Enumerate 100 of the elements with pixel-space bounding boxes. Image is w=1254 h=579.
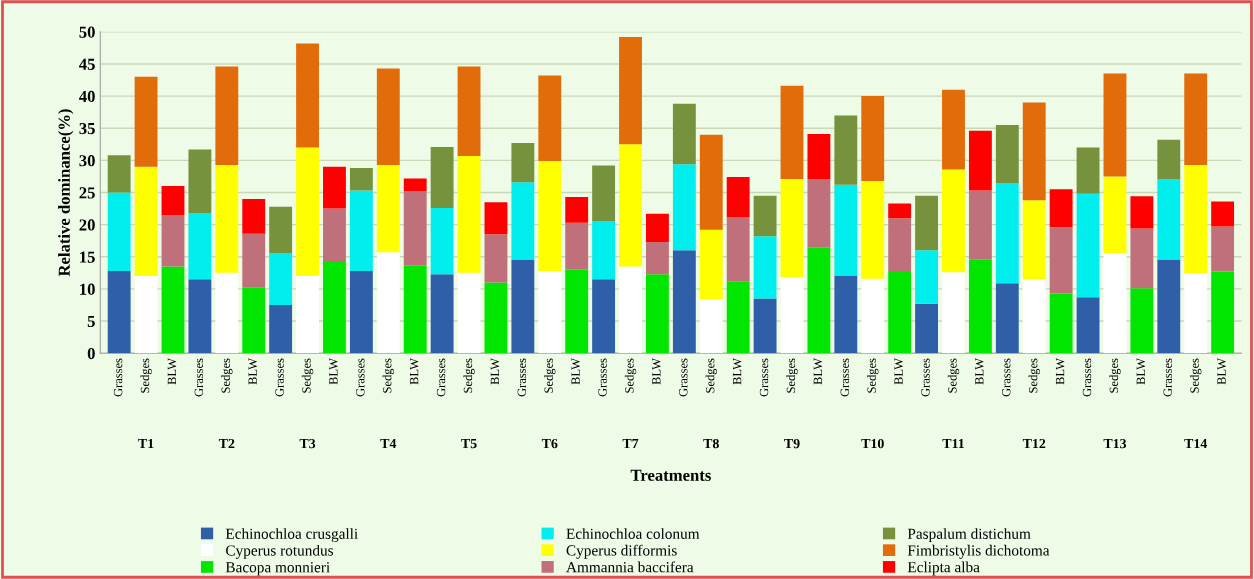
x-tick-label: BLW (1136, 358, 1146, 385)
x-tick-label: Sedges (463, 358, 475, 393)
text: T11 (942, 438, 964, 449)
legend-label: Paspalum distichum (907, 528, 1031, 543)
bar (942, 89, 965, 170)
bar (861, 96, 885, 181)
bar (753, 298, 777, 354)
x-tick-label: Sedges (867, 358, 879, 393)
bar (592, 221, 616, 280)
x-tick-label: BLW (329, 358, 338, 385)
text: T2 (218, 438, 235, 449)
legend-label: Echinochloa colonum (566, 528, 700, 539)
bar (323, 208, 346, 262)
bar (807, 179, 831, 248)
bar (565, 269, 589, 354)
x-tick-label: Grasses (356, 358, 365, 397)
bar (1157, 179, 1181, 260)
bar (807, 134, 831, 180)
bar (1130, 288, 1154, 354)
x-tick-label: BLW (410, 358, 419, 385)
bar (861, 180, 885, 279)
bar (457, 272, 481, 354)
bar (484, 234, 508, 283)
x-tick-label: BLW (571, 358, 580, 385)
bar (511, 143, 535, 183)
bar (1184, 273, 1208, 354)
x-tick-label: Grasses (194, 358, 204, 397)
bar (619, 266, 642, 354)
bar (511, 260, 535, 354)
bar (645, 213, 669, 242)
bar (807, 247, 831, 354)
bar (645, 242, 669, 275)
bar (215, 272, 239, 354)
bar (753, 195, 777, 237)
y-tick-label: 30 (79, 155, 95, 167)
bar (1184, 164, 1208, 274)
x-axis-title: Treatments (630, 469, 711, 481)
bar (565, 197, 589, 223)
bar (726, 216, 750, 282)
bar (430, 274, 454, 354)
bar (403, 178, 427, 192)
y-axis-title: Relative dominance(%) (58, 109, 74, 277)
x-tick-label: Sedges (301, 358, 314, 393)
bar (672, 103, 696, 165)
x-tick-label: Sedges (1109, 358, 1121, 393)
bar (134, 166, 158, 277)
bar (376, 164, 400, 253)
bar (834, 184, 858, 277)
text: T13 (1103, 438, 1127, 449)
bar (242, 198, 266, 234)
bar (780, 277, 804, 354)
bar (861, 278, 885, 354)
x-tick-label: Grasses (840, 358, 849, 397)
bar (942, 169, 965, 273)
bar (915, 303, 939, 354)
bar (188, 279, 212, 354)
bar (699, 299, 723, 354)
bar (511, 182, 535, 260)
text: T4 (380, 438, 397, 449)
bar (242, 233, 266, 288)
bar (888, 270, 912, 354)
y-tick-label: 10 (80, 283, 95, 295)
bar (134, 276, 158, 354)
x-tick-label: BLW (813, 358, 823, 385)
bar (995, 183, 1019, 284)
legend-label: Cyperus difformis (566, 544, 677, 559)
bar (349, 168, 373, 191)
bar (1103, 252, 1127, 354)
bar (888, 203, 912, 219)
text: T1 (138, 438, 154, 449)
bar (699, 134, 723, 230)
x-tick-label: BLW (248, 358, 257, 385)
x-tick-label: Sedges (382, 358, 394, 393)
bar (215, 66, 239, 165)
x-tick-label: Grasses (275, 358, 284, 397)
bar (457, 155, 481, 273)
x-tick-label: Sedges (786, 358, 798, 393)
bar (134, 76, 158, 167)
bar (349, 270, 373, 354)
bar (188, 213, 212, 280)
bar (565, 222, 589, 270)
bar (888, 218, 912, 271)
bar (269, 253, 293, 305)
bar (538, 75, 562, 162)
bar (1211, 226, 1235, 272)
bar (1049, 227, 1073, 294)
x-tick-label: BLW (490, 358, 500, 385)
x-tick-label: BLW (167, 358, 177, 385)
legend-label: Eclipta alba (907, 561, 980, 576)
bar (269, 206, 293, 254)
x-tick-label: Grasses (517, 358, 526, 397)
bar (1076, 297, 1100, 354)
bar (592, 279, 616, 354)
y-tick-label: 25 (79, 187, 95, 199)
bar (726, 177, 750, 217)
bar (215, 164, 239, 273)
bar (780, 85, 804, 180)
bar (1076, 193, 1100, 298)
bar (323, 261, 346, 354)
x-tick-label: Grasses (598, 358, 607, 397)
